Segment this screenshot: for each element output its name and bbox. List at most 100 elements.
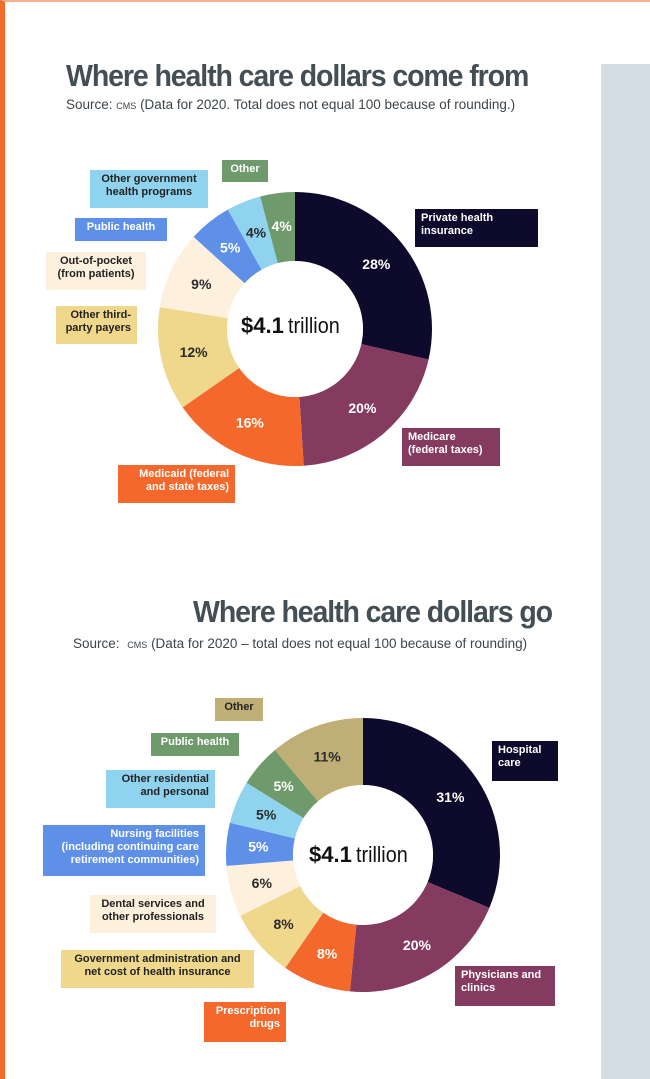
slice-public-health bbox=[193, 209, 262, 284]
callout-private-health-insurance: Private health insurance bbox=[415, 209, 538, 247]
callout-government-administration: Government administration and net cost o… bbox=[61, 950, 254, 988]
callout-line: health programs bbox=[105, 186, 193, 198]
callout-line: Government administration and bbox=[74, 953, 241, 965]
slice-value-label: 5% bbox=[256, 806, 277, 822]
callout-line: clinics bbox=[461, 982, 496, 994]
slice-nursing-facilities-including-continuing-care-retirement-communities bbox=[226, 822, 295, 866]
slice-value-label: 31% bbox=[436, 789, 465, 805]
callout-prescription-drugs: Prescription drugs bbox=[204, 1002, 286, 1042]
callout-medicare: Medicare (federal taxes) bbox=[402, 428, 500, 466]
slice-value-label: 4% bbox=[246, 225, 267, 241]
slice-hospital-care bbox=[363, 718, 500, 908]
slice-value-label: 5% bbox=[220, 240, 241, 256]
donut-chart-2: 31% 20% 8% 8% 6% 5% 5% 5% 11% bbox=[226, 718, 500, 992]
callout-line: Other residential bbox=[121, 773, 209, 785]
callout-medicaid: Medicaid (federal and state taxes) bbox=[118, 465, 235, 503]
slice-medicaid-federal-and-state-taxes bbox=[182, 367, 304, 466]
slice-value-label: 8% bbox=[274, 916, 295, 932]
callout-other-government-health-programs: Other government health programs bbox=[90, 170, 208, 208]
callout-line: Out-of-pocket bbox=[59, 255, 133, 267]
slice-value-label: 12% bbox=[180, 344, 209, 360]
callout-nursing-facilities: Nursing facilities (including continuing… bbox=[43, 825, 205, 876]
slice-value-label: 4% bbox=[272, 218, 293, 234]
slice-out-of-pocket-from-patients bbox=[159, 236, 245, 319]
callout-other-residential-and-personal: Other residential and personal bbox=[106, 770, 215, 808]
callout-line: Other bbox=[224, 701, 254, 713]
callout-line: Dental services and bbox=[101, 898, 205, 910]
callout-line: Other government bbox=[101, 173, 197, 185]
chart-1-center-total: $4.1 trillion bbox=[241, 313, 346, 339]
callout-line: and state taxes) bbox=[145, 481, 229, 493]
slice-other-residential-and-personal bbox=[229, 782, 304, 839]
callout-line: insurance bbox=[421, 225, 473, 237]
callout-line: party payers bbox=[65, 322, 131, 334]
slice-value-label: 20% bbox=[348, 400, 377, 416]
slice-other bbox=[260, 192, 295, 264]
callout-line: and personal bbox=[140, 786, 209, 798]
callout-line: Other third- bbox=[70, 309, 132, 321]
slice-other-third-party-payers bbox=[157, 307, 240, 408]
slice-public-health bbox=[246, 750, 319, 819]
callout-line: Hospital bbox=[498, 744, 542, 756]
callout-line: Other bbox=[230, 163, 260, 175]
callout-physicians-and-clinics: Physicians and clinics bbox=[455, 966, 555, 1006]
callout-line: (federal taxes) bbox=[408, 444, 483, 456]
callout-other-third-party-payers: Other third- party payers bbox=[56, 306, 137, 344]
callout-line: (including continuing care bbox=[61, 841, 200, 853]
slice-government-administration-and-net-cost-of-health-insurance bbox=[240, 886, 324, 968]
callout-dental-services: Dental services and other professionals bbox=[90, 895, 216, 933]
callout-line: Medicare bbox=[408, 431, 456, 443]
callout-line: (from patients) bbox=[57, 268, 135, 280]
callout-line: Private health bbox=[421, 212, 494, 224]
callout-line: Public health bbox=[86, 221, 156, 233]
slice-value-label: 16% bbox=[236, 415, 265, 431]
callout-line: other professionals bbox=[101, 911, 205, 923]
chart-2-center-unit: trillion bbox=[356, 842, 409, 867]
callout-public-health: Public health bbox=[75, 218, 167, 241]
chart-2-source-prefix: Source: bbox=[73, 636, 120, 651]
callout-out-of-pocket: Out-of-pocket (from patients) bbox=[46, 252, 146, 290]
donut-chart-1: 28% 20% 16% 12% 9% 5% 4% 4% bbox=[157, 192, 432, 466]
callout-other-2: Other bbox=[215, 698, 263, 721]
callout-line: Physicians and bbox=[461, 969, 542, 981]
donut-hole bbox=[227, 261, 363, 397]
slice-value-label: 6% bbox=[252, 875, 273, 891]
side-panel bbox=[601, 64, 650, 1079]
slice-physicians-and-clinics bbox=[349, 882, 490, 992]
chart-2-center-amount: $4.1 bbox=[309, 842, 352, 867]
chart-1-source-org: CMS bbox=[116, 97, 137, 112]
slice-value-label: 8% bbox=[317, 946, 338, 962]
callout-line: Medicaid (federal bbox=[139, 468, 229, 480]
slice-medicare-federal-taxes bbox=[299, 344, 429, 466]
chart-1-source: Source: CMS (Data for 2020. Total does n… bbox=[66, 97, 515, 112]
slice-value-label: 5% bbox=[274, 778, 295, 794]
slice-value-label: 9% bbox=[191, 276, 212, 292]
callout-public-health-2: Public health bbox=[151, 733, 239, 756]
slice-value-label: 5% bbox=[248, 839, 269, 855]
slice-value-label: 28% bbox=[362, 256, 391, 272]
callout-line: Prescription bbox=[215, 1005, 280, 1017]
chart-2-source-note: (Data for 2020 – total does not equal 10… bbox=[151, 636, 528, 651]
slice-other-government-health-programs bbox=[227, 196, 278, 270]
chart-1-title: Where health care dollars come from bbox=[66, 58, 529, 93]
slice-private-health-insurance bbox=[295, 192, 432, 360]
chart-1-source-note: (Data for 2020. Total does not equal 100… bbox=[140, 97, 516, 112]
slice-value-label: 11% bbox=[313, 748, 341, 764]
callout-line: net cost of health insurance bbox=[84, 966, 231, 978]
slice-prescription-drugs bbox=[285, 912, 357, 992]
slice-value-label: 20% bbox=[403, 937, 432, 953]
chart-2-center-total: $4.1 trillion bbox=[309, 842, 414, 868]
callout-line: Public health bbox=[160, 736, 230, 748]
chart-2-title: Where health care dollars go bbox=[193, 594, 553, 629]
callout-line: retirement communities) bbox=[70, 854, 199, 866]
slice-dental-services-and-other-professionals bbox=[226, 860, 301, 916]
chart-2-source-org: CMS bbox=[127, 636, 148, 651]
callout-other: Other bbox=[222, 160, 268, 182]
slice-other bbox=[274, 718, 363, 802]
chart-2-source: Source: CMS (Data for 2020 – total does … bbox=[73, 636, 527, 651]
callout-line: care bbox=[498, 757, 521, 769]
chart-1-center-amount: $4.1 bbox=[241, 313, 284, 338]
callout-line: drugs bbox=[249, 1018, 280, 1030]
